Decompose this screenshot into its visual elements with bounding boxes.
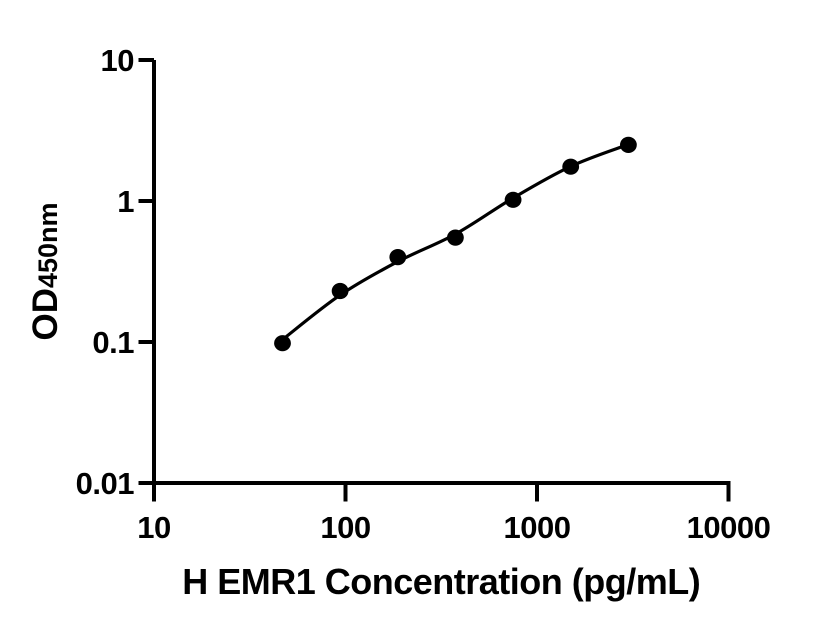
data-point-marker (620, 136, 637, 153)
x-tick-label: 1000 (504, 510, 571, 545)
data-point-marker (389, 249, 407, 266)
y-tick-label: 1 (117, 184, 134, 219)
x-tick-label: 10 (137, 510, 170, 545)
x-tick-label: 10000 (687, 510, 771, 545)
data-point-marker (562, 158, 580, 175)
y-tick-label: 0.1 (92, 325, 134, 360)
y-axis-title: OD450nm (26, 202, 65, 340)
data-point-marker (447, 229, 464, 246)
y-tick-label: 10 (101, 43, 134, 78)
data-point-marker (274, 335, 291, 352)
x-axis-title: H EMR1 Concentration (pg/mL) (182, 561, 700, 602)
y-tick-label: 0.01 (76, 466, 135, 501)
data-point-marker (331, 282, 349, 300)
x-tick-label: 100 (320, 510, 370, 545)
data-point-marker (504, 191, 522, 208)
